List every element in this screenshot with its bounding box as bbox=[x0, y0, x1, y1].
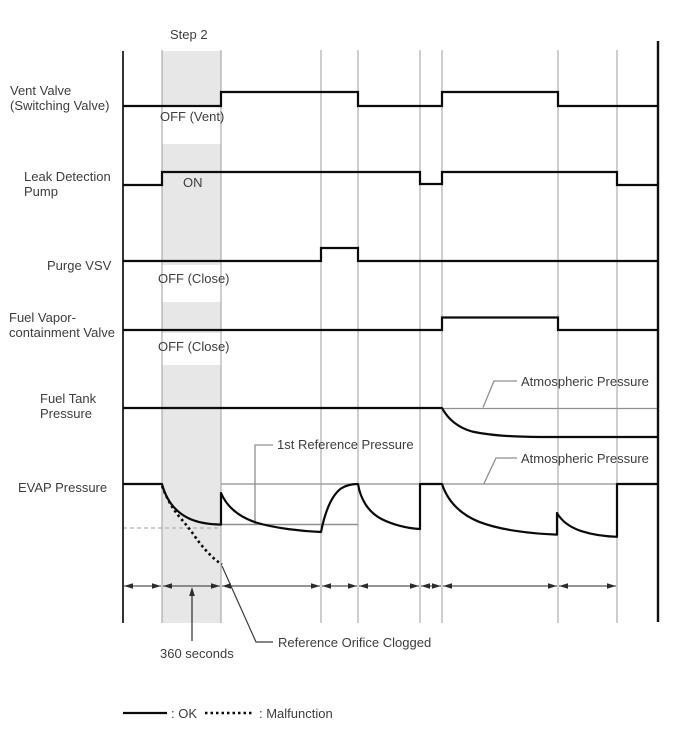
row-label-vent-valve: Vent Valve (Switching Valve) bbox=[10, 83, 109, 113]
dimension-arrowhead-left bbox=[222, 583, 231, 589]
dimension-arrowhead-left bbox=[359, 583, 368, 589]
row-label-line: Pump bbox=[24, 184, 58, 199]
row-label-evap-pressure: EVAP Pressure bbox=[18, 480, 107, 495]
annotation-reference-orifice-clogged: Reference Orifice Clogged bbox=[278, 635, 432, 650]
step2-shading-block bbox=[161, 144, 221, 265]
leader-reference-orifice-clogged bbox=[221, 565, 273, 643]
dimension-arrowhead-right bbox=[152, 583, 161, 589]
dimension-arrowhead-left bbox=[124, 583, 133, 589]
row-label-line: EVAP Pressure bbox=[18, 480, 108, 495]
legend-malfunction-label: : Malfunction bbox=[259, 706, 333, 721]
dimension-arrowhead-left bbox=[163, 583, 172, 589]
row-label-line: Fuel Vapor- bbox=[9, 310, 76, 325]
row-label-line: Purge VSV bbox=[47, 258, 112, 273]
step-title: Step 2 bbox=[170, 27, 208, 42]
state-label-purge-vsv: OFF (Close) bbox=[158, 271, 230, 286]
leader-first-reference-pressure bbox=[254, 444, 273, 524]
row-label-line: (Switching Valve) bbox=[10, 98, 110, 113]
state-label-vent-valve: OFF (Vent) bbox=[160, 109, 225, 124]
dimension-arrowhead-right bbox=[432, 583, 441, 589]
trace-fuel-tank-pressure bbox=[123, 406, 658, 439]
row-label-line: Leak Detection bbox=[24, 169, 111, 184]
row-label-fuel-tank-pressure: Fuel Tank Pressure bbox=[40, 391, 96, 421]
step2-shading-block bbox=[161, 51, 221, 107]
trace-malfunction-dotted bbox=[160, 485, 223, 566]
leader-atmospheric-pressure-tank bbox=[482, 380, 517, 408]
state-label-leak-detection-pump: ON bbox=[183, 175, 203, 190]
row-label-line: containment Valve bbox=[9, 325, 115, 340]
dimension-arrowhead-right bbox=[548, 583, 557, 589]
row-label-fuel-vapor-containment-valve: Fuel Vapor- containment Valve bbox=[9, 310, 115, 340]
trace-vent-valve bbox=[123, 90, 658, 108]
legend-ok-label: : OK bbox=[171, 706, 198, 721]
state-label-fuel-vapor-containment-valve: OFF (Close) bbox=[158, 339, 230, 354]
trace-evap-pressure bbox=[123, 482, 658, 538]
dimension-arrowhead-right bbox=[410, 583, 419, 589]
step2-shading-block bbox=[161, 302, 221, 333]
dimension-arrowhead-right bbox=[211, 583, 220, 589]
dimension-arrowhead-left bbox=[322, 583, 331, 589]
trace-purge-vsv bbox=[123, 246, 658, 263]
row-label-line: Pressure bbox=[40, 406, 93, 421]
dimension-arrowhead-right bbox=[348, 583, 357, 589]
annotation-first-reference-pressure: 1st Reference Pressure bbox=[277, 437, 414, 452]
row-label-line: Vent Valve bbox=[10, 83, 72, 98]
row-label-leak-detection-pump: Leak Detection Pump bbox=[24, 169, 111, 199]
dimension-arrowhead-left bbox=[559, 583, 568, 589]
dimension-arrowhead-left bbox=[443, 583, 452, 589]
row-label-purge-vsv: Purge VSV bbox=[47, 258, 111, 273]
leader-atmospheric-pressure-evap bbox=[483, 457, 517, 484]
dimension-arrowhead-right bbox=[607, 583, 616, 589]
annotation-atmospheric-pressure-tank: Atmospheric Pressure bbox=[521, 374, 649, 389]
dimension-arrowhead-right bbox=[311, 583, 320, 589]
annotation-360-seconds: 360 seconds bbox=[160, 646, 234, 661]
dimension-arrowhead-left bbox=[421, 583, 430, 589]
annotation-atmospheric-pressure-evap: Atmospheric Pressure bbox=[521, 451, 649, 466]
duration-arrowhead bbox=[189, 587, 195, 596]
trace-leak-detection-pump bbox=[123, 170, 658, 187]
trace-fuel-vapor-containment-valve bbox=[123, 316, 658, 332]
row-label-line: Fuel Tank bbox=[40, 391, 97, 406]
